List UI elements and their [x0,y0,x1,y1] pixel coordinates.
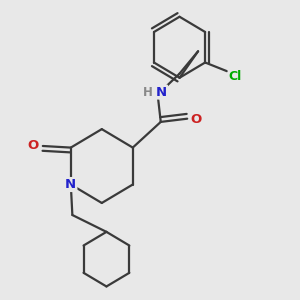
Text: O: O [28,140,39,152]
Text: N: N [156,85,167,98]
Text: Cl: Cl [229,70,242,83]
Text: O: O [190,113,202,126]
Text: H: H [143,85,153,98]
Text: N: N [65,178,76,191]
